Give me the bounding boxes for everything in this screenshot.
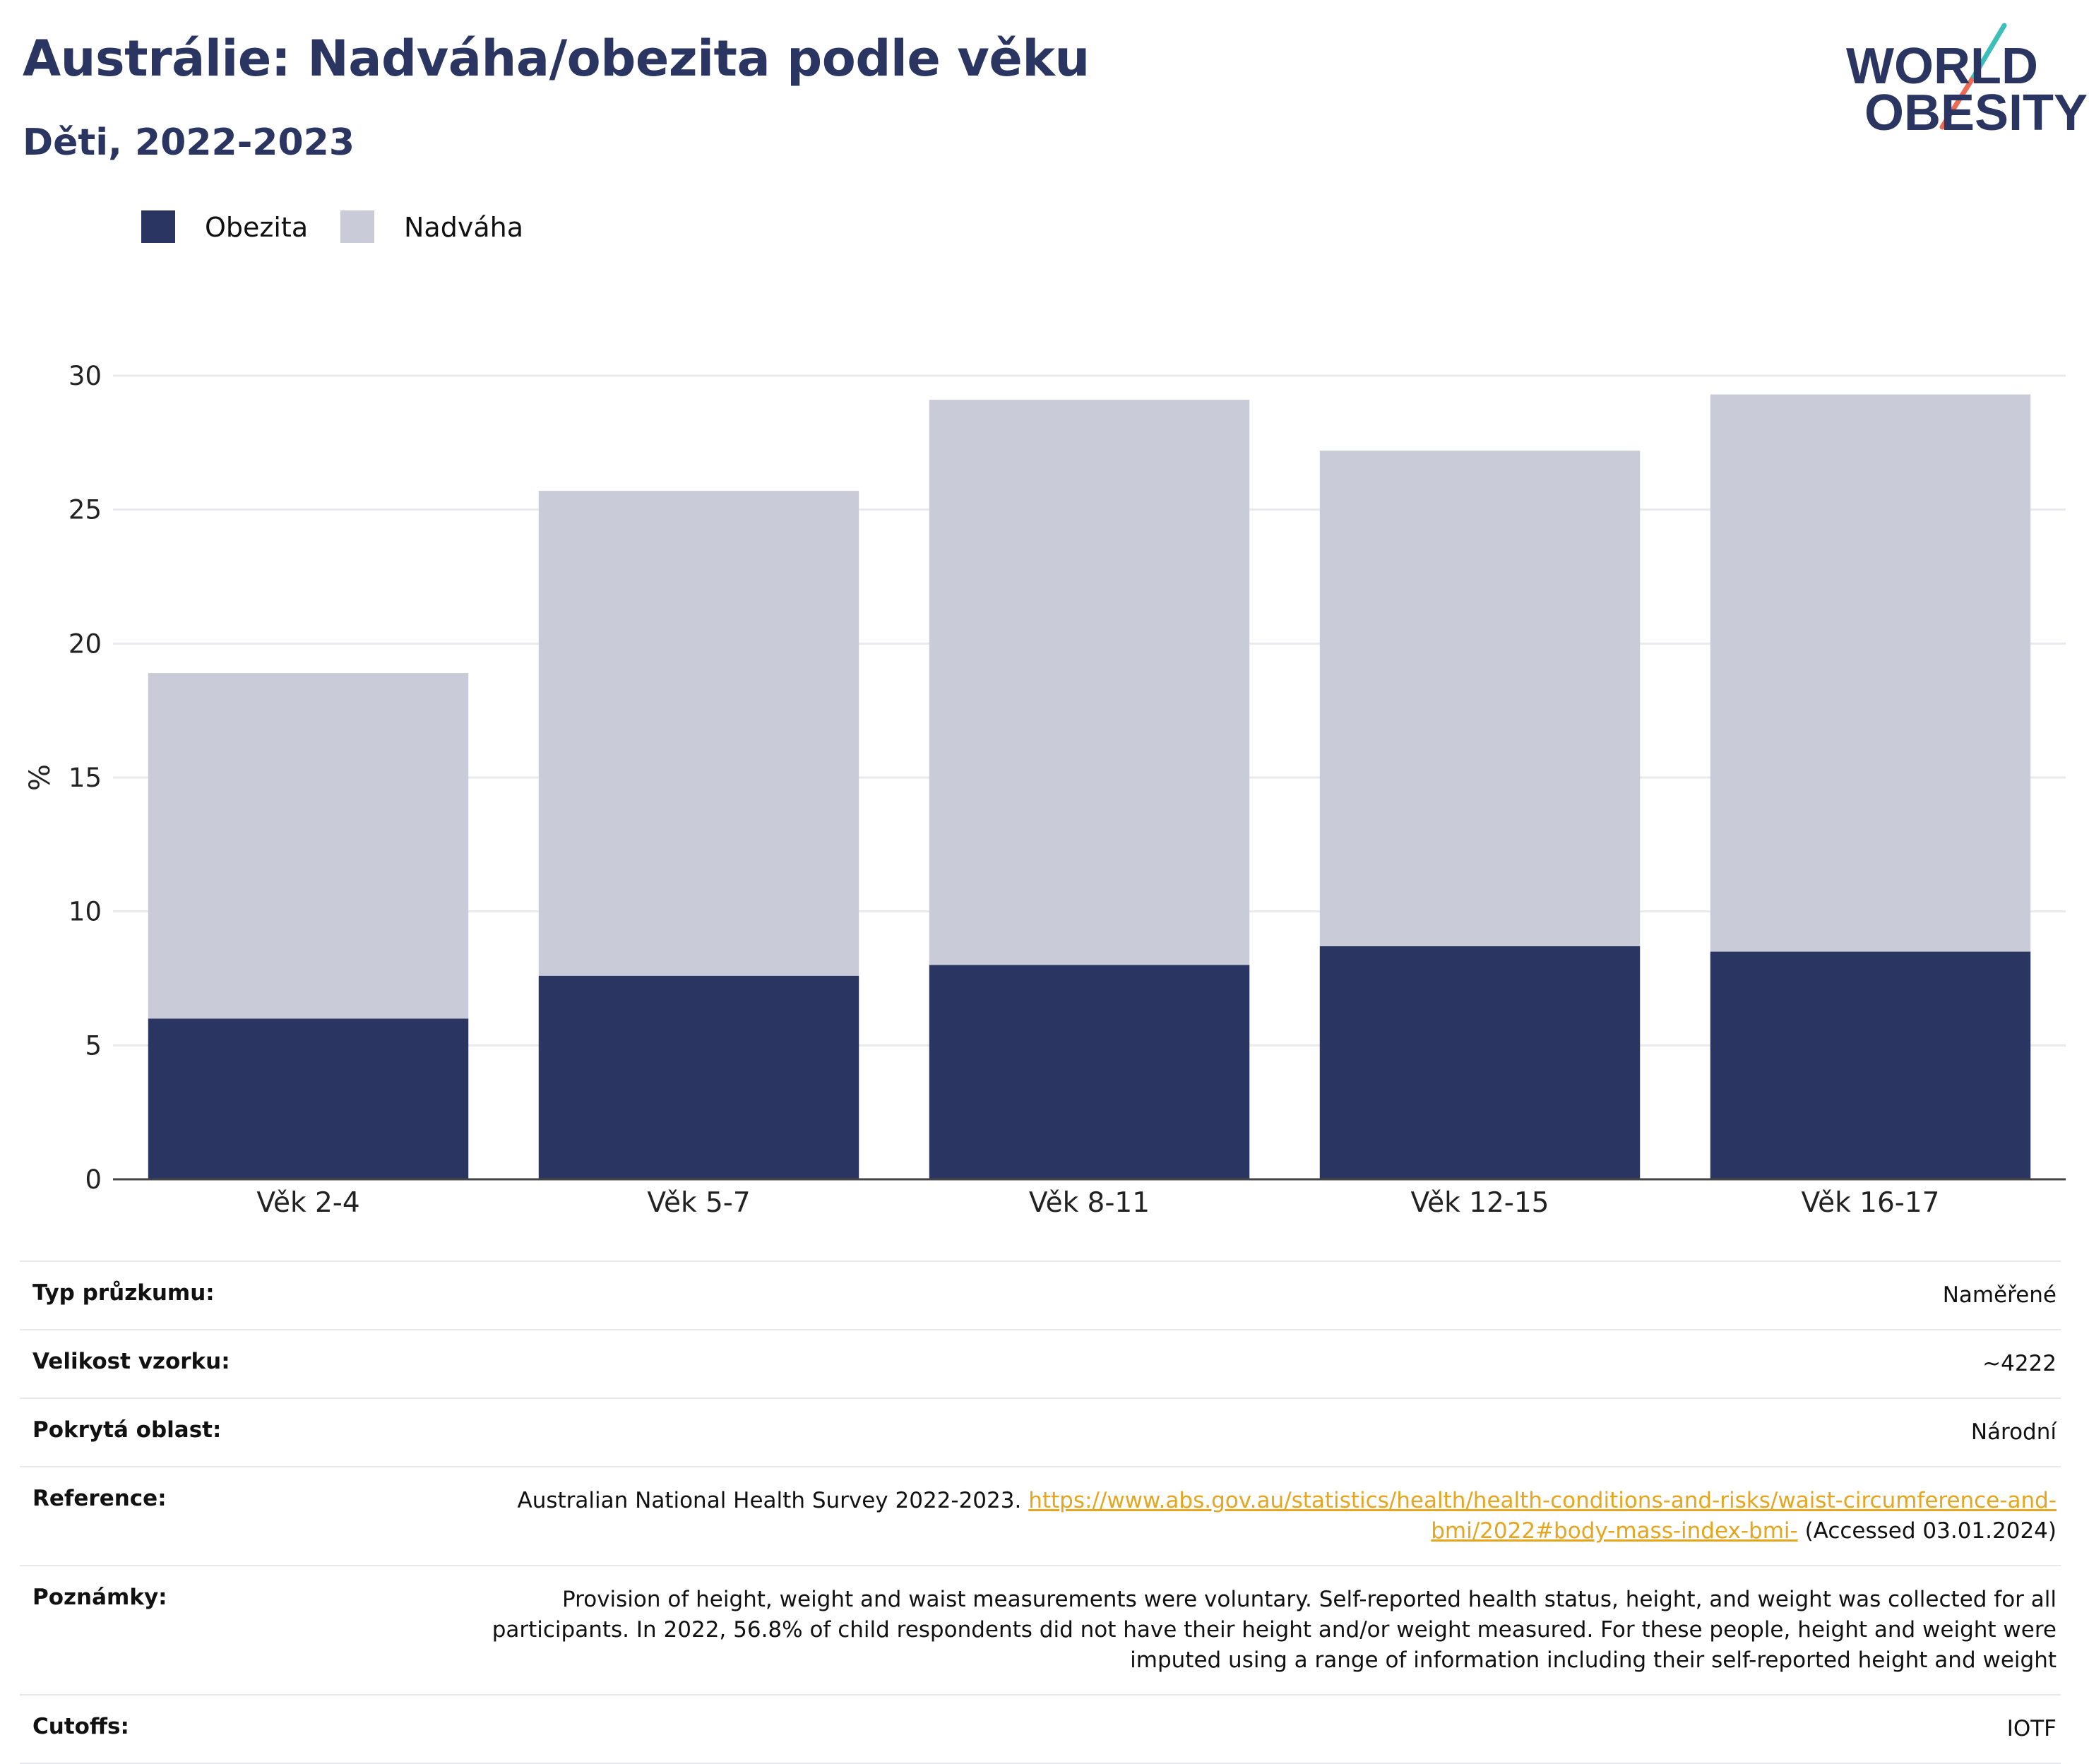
- chart-subtitle: Děti, 2022-2023: [23, 121, 355, 164]
- info-value: Naměřené: [1942, 1282, 2057, 1308]
- legend-swatch-overweight: [340, 210, 374, 243]
- y-tick-label: 25: [69, 495, 102, 525]
- info-label: Reference:: [32, 1486, 167, 1511]
- y-tick-label: 15: [69, 763, 102, 793]
- x-tick-label: Věk 8-11: [1029, 1187, 1150, 1219]
- x-tick-label: Věk 12-15: [1411, 1187, 1549, 1219]
- bar-obesity: [929, 965, 1250, 1179]
- info-value: Národní: [1970, 1419, 2057, 1445]
- x-tick-label: Věk 16-17: [1802, 1187, 1940, 1219]
- logo-slash-icon: [1939, 23, 2007, 130]
- info-row-reference: Reference: Australian National Health Su…: [20, 1467, 2061, 1566]
- reference-accessed: (Accessed 03.01.2024): [1804, 1518, 2057, 1544]
- info-row-area: Pokrytá oblast: Národní: [20, 1398, 2061, 1467]
- bar-obesity: [1710, 951, 2031, 1179]
- info-row-notes: Poznámky: Provision of height, weight an…: [20, 1566, 2061, 1695]
- info-label: Typ průzkumu:: [32, 1280, 215, 1306]
- bar-obesity: [148, 1018, 469, 1179]
- bar-overweight: [148, 673, 469, 1019]
- info-row-cutoffs: Cutoffs: IOTF: [20, 1695, 2061, 1763]
- logo-text-world: WORLD: [1846, 38, 2038, 95]
- bar-overweight: [538, 491, 859, 976]
- x-tick-label: Věk 5-7: [647, 1187, 750, 1219]
- bar-overweight: [929, 400, 1250, 965]
- legend-label-overweight: Nadváha: [404, 212, 523, 243]
- y-axis-label: %: [24, 764, 56, 791]
- y-tick-label: 0: [85, 1164, 102, 1195]
- info-value: Provision of height, weight and waist me…: [492, 1587, 2057, 1673]
- y-tick-label: 30: [69, 361, 102, 391]
- bar-obesity: [1319, 946, 1641, 1179]
- bar-obesity: [538, 975, 859, 1179]
- logo-text-obesity: OBESITY: [1864, 85, 2088, 141]
- y-tick-label: 5: [85, 1030, 102, 1061]
- info-row-sample-size: Velikost vzorku: ~4222: [20, 1330, 2061, 1398]
- y-tick-label: 10: [69, 897, 102, 927]
- info-label: Pokrytá oblast:: [32, 1417, 222, 1443]
- info-row-survey-type: Typ průzkumu: Naměřené: [20, 1261, 2061, 1330]
- reference-link[interactable]: https://www.abs.gov.au/statistics/health…: [1028, 1488, 2057, 1544]
- reference-text: Australian National Health Survey 2022-2…: [517, 1488, 1022, 1513]
- info-label: Velikost vzorku:: [32, 1349, 230, 1374]
- info-value: ~4222: [1982, 1351, 2057, 1376]
- y-tick-label: 20: [69, 628, 102, 659]
- info-label: Poznámky:: [32, 1585, 167, 1610]
- survey-info-table: Typ průzkumu: Naměřené Velikost vzorku: …: [20, 1261, 2061, 1764]
- bar-overweight: [1710, 394, 2031, 952]
- x-tick-label: Věk 2-4: [256, 1187, 359, 1219]
- world-obesity-logo: WORLD OBESITY: [1836, 21, 2088, 155]
- info-value: IOTF: [2006, 1716, 2057, 1741]
- info-value-reference: Australian National Health Survey 2022-2…: [456, 1467, 2061, 1566]
- info-label: Cutoffs:: [32, 1714, 129, 1739]
- stacked-bar-chart: 0 5 10 15 20 25 30% Věk 2-4 Věk 5-7 Věk 8-11 Věk 1…: [24, 361, 2066, 1219]
- legend-label-obesity: Obezita: [205, 212, 309, 243]
- bar-overweight: [1319, 451, 1641, 946]
- legend-swatch-obesity: [141, 210, 175, 243]
- chart-title: Austrálie: Nadváha/obezita podle věku: [23, 30, 1090, 88]
